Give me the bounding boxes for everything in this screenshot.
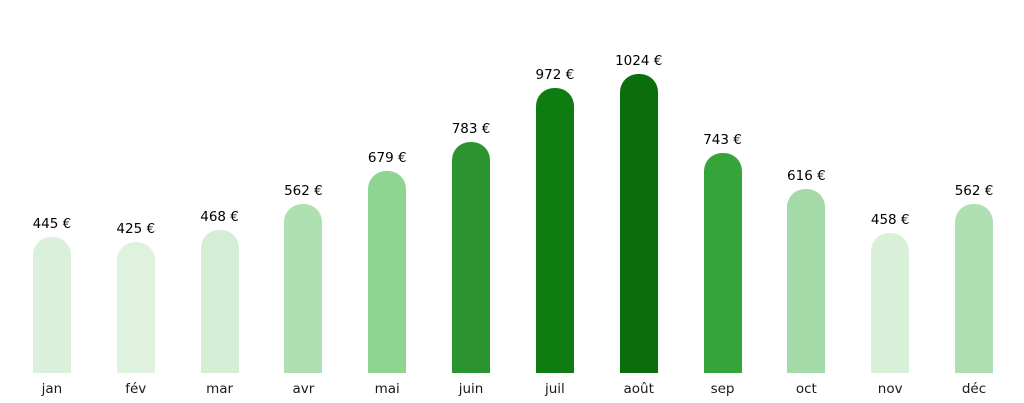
bar-group: 743 € sep <box>681 0 765 403</box>
bar-group: 468 € mar <box>178 0 262 403</box>
bar-group: 562 € déc <box>932 0 1016 403</box>
bar-group: 972 € juil <box>513 0 597 403</box>
x-tick-label: déc <box>961 380 987 397</box>
bar-value-label: 679 € <box>367 150 407 167</box>
bar-group: 458 € nov <box>848 0 932 403</box>
bar-group: 425 € fév <box>94 0 178 403</box>
bar-value-label: 743 € <box>703 132 742 149</box>
bar <box>284 204 323 373</box>
bar <box>871 233 910 373</box>
bar-value-label: 458 € <box>870 212 910 229</box>
x-tick-label: jan <box>41 380 63 397</box>
x-tick-label: sep <box>710 380 735 397</box>
bar <box>368 171 407 373</box>
bar-value-label: 562 € <box>954 183 994 200</box>
x-tick-label: nov <box>877 380 903 397</box>
bar <box>619 74 658 373</box>
bar-value-label: 562 € <box>284 183 323 200</box>
bar <box>200 230 239 373</box>
x-tick-label: mai <box>374 380 400 397</box>
bar-group: 445 € jan <box>10 0 94 403</box>
bar-value-label: 445 € <box>32 216 72 233</box>
x-tick-label: août <box>623 380 654 397</box>
x-tick-label: oct <box>795 380 817 397</box>
bar <box>955 204 994 373</box>
bar-value-label: 616 € <box>787 168 826 185</box>
bar-value-label: 468 € <box>200 209 239 226</box>
bar-group: 616 € oct <box>764 0 848 403</box>
bar-group: 562 € avr <box>261 0 345 403</box>
bar-group: 783 € juin <box>429 0 513 403</box>
x-tick-label: juin <box>458 380 484 397</box>
x-tick-label: avr <box>292 380 315 397</box>
bar-value-label: 1024 € <box>615 53 663 70</box>
bar <box>703 153 742 373</box>
x-tick-label: mar <box>206 380 234 397</box>
bar-group: 1024 € août <box>597 0 681 403</box>
bar-value-label: 425 € <box>116 221 156 238</box>
bar <box>787 189 826 373</box>
bar-group: 679 € mai <box>345 0 429 403</box>
bar <box>32 237 71 373</box>
bar <box>452 142 491 373</box>
bar-value-label: 783 € <box>451 121 491 138</box>
bar-value-label: 972 € <box>535 67 575 84</box>
x-tick-label: fév <box>125 380 147 397</box>
x-tick-label: juil <box>544 380 565 397</box>
bar <box>535 88 574 373</box>
bar <box>116 242 155 373</box>
